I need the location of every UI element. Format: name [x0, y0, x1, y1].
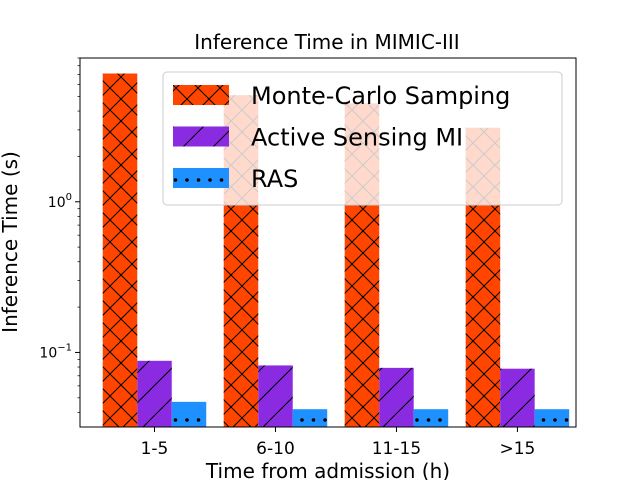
- x-tick-label: 6-10: [256, 439, 295, 459]
- y-axis: 100 10−1: [39, 57, 80, 413]
- y-axis-label: Inference Time (s): [0, 151, 22, 333]
- bar-hatch-3-2: [292, 409, 328, 427]
- x-axis-label: Time from admission (h): [205, 459, 450, 480]
- plot-frame: [79, 57, 577, 428]
- x-tick-label: 11-15: [372, 439, 421, 459]
- legend-swatch-hatch-2: [173, 126, 229, 147]
- legend-label-1: Monte-Carlo Samping: [251, 82, 510, 110]
- y-tick-label: 100: [48, 192, 72, 211]
- legend-frame: [162, 71, 563, 206]
- bar-hatch-1-1: [102, 73, 138, 427]
- legend-swatch-hatch-1: [173, 85, 229, 105]
- bar-hatch-2-3: [379, 367, 414, 427]
- chart-title: Inference Time in MIMIC-III: [194, 30, 459, 54]
- x-axis: 1-5 6-10 11-15 >15: [141, 427, 535, 459]
- legend: Monte-Carlo Samping Active Sensing MI RAS: [162, 71, 563, 206]
- bar-hatch-2-4: [500, 368, 535, 427]
- legend-swatch-hatch-3: [173, 168, 229, 188]
- bar-hatch-3-1: [171, 401, 207, 427]
- bar-hatch-2-2: [258, 365, 293, 427]
- x-tick-label: 1-5: [141, 439, 169, 459]
- bar-hatch-3-3: [413, 409, 449, 427]
- bar-hatch-2-1: [137, 360, 172, 427]
- x-tick-label: >15: [499, 439, 535, 459]
- legend-label-3: RAS: [251, 165, 298, 193]
- y-tick-label: 10−1: [39, 342, 72, 361]
- bar-hatch-3-4: [534, 409, 570, 427]
- legend-label-2: Active Sensing MI: [251, 124, 463, 152]
